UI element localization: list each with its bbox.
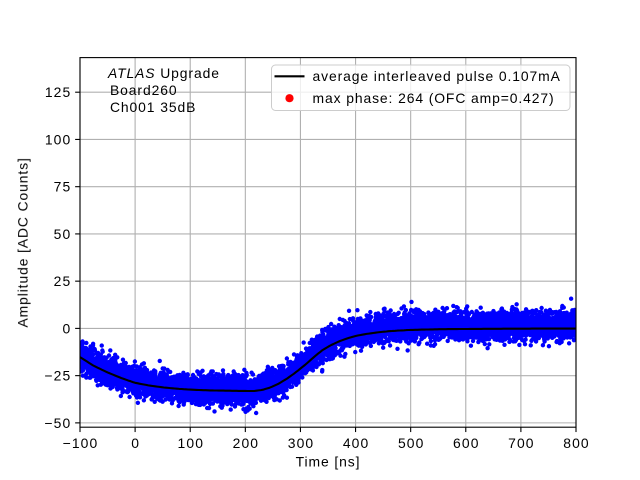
svg-text:ATLAS Upgrade: ATLAS Upgrade: [107, 65, 220, 81]
svg-text:800: 800: [563, 435, 589, 451]
svg-text:Time [ns]: Time [ns]: [296, 454, 361, 470]
svg-text:600: 600: [453, 435, 479, 451]
svg-text:100: 100: [178, 435, 204, 451]
svg-text:max phase: 264 (OFC amp=0.427): max phase: 264 (OFC amp=0.427): [313, 90, 555, 106]
svg-text:−25: −25: [44, 368, 71, 384]
svg-text:25: 25: [54, 273, 72, 289]
svg-text:200: 200: [233, 435, 259, 451]
svg-text:Ch001 35dB: Ch001 35dB: [110, 99, 196, 115]
svg-text:100: 100: [45, 131, 71, 147]
svg-text:700: 700: [508, 435, 534, 451]
svg-text:125: 125: [45, 84, 71, 100]
svg-text:75: 75: [54, 179, 72, 195]
svg-text:−50: −50: [44, 415, 71, 431]
svg-text:0: 0: [62, 320, 71, 336]
svg-text:50: 50: [54, 226, 72, 242]
svg-text:Board260: Board260: [110, 82, 177, 98]
svg-text:300: 300: [288, 435, 314, 451]
svg-text:Amplitude [ADC Counts]: Amplitude [ADC Counts]: [15, 157, 31, 327]
svg-text:−100: −100: [63, 435, 99, 451]
svg-text:0: 0: [131, 435, 140, 451]
svg-text:average interleaved pulse 0.10: average interleaved pulse 0.107mA: [313, 68, 561, 84]
svg-text:400: 400: [343, 435, 369, 451]
svg-text:500: 500: [398, 435, 424, 451]
